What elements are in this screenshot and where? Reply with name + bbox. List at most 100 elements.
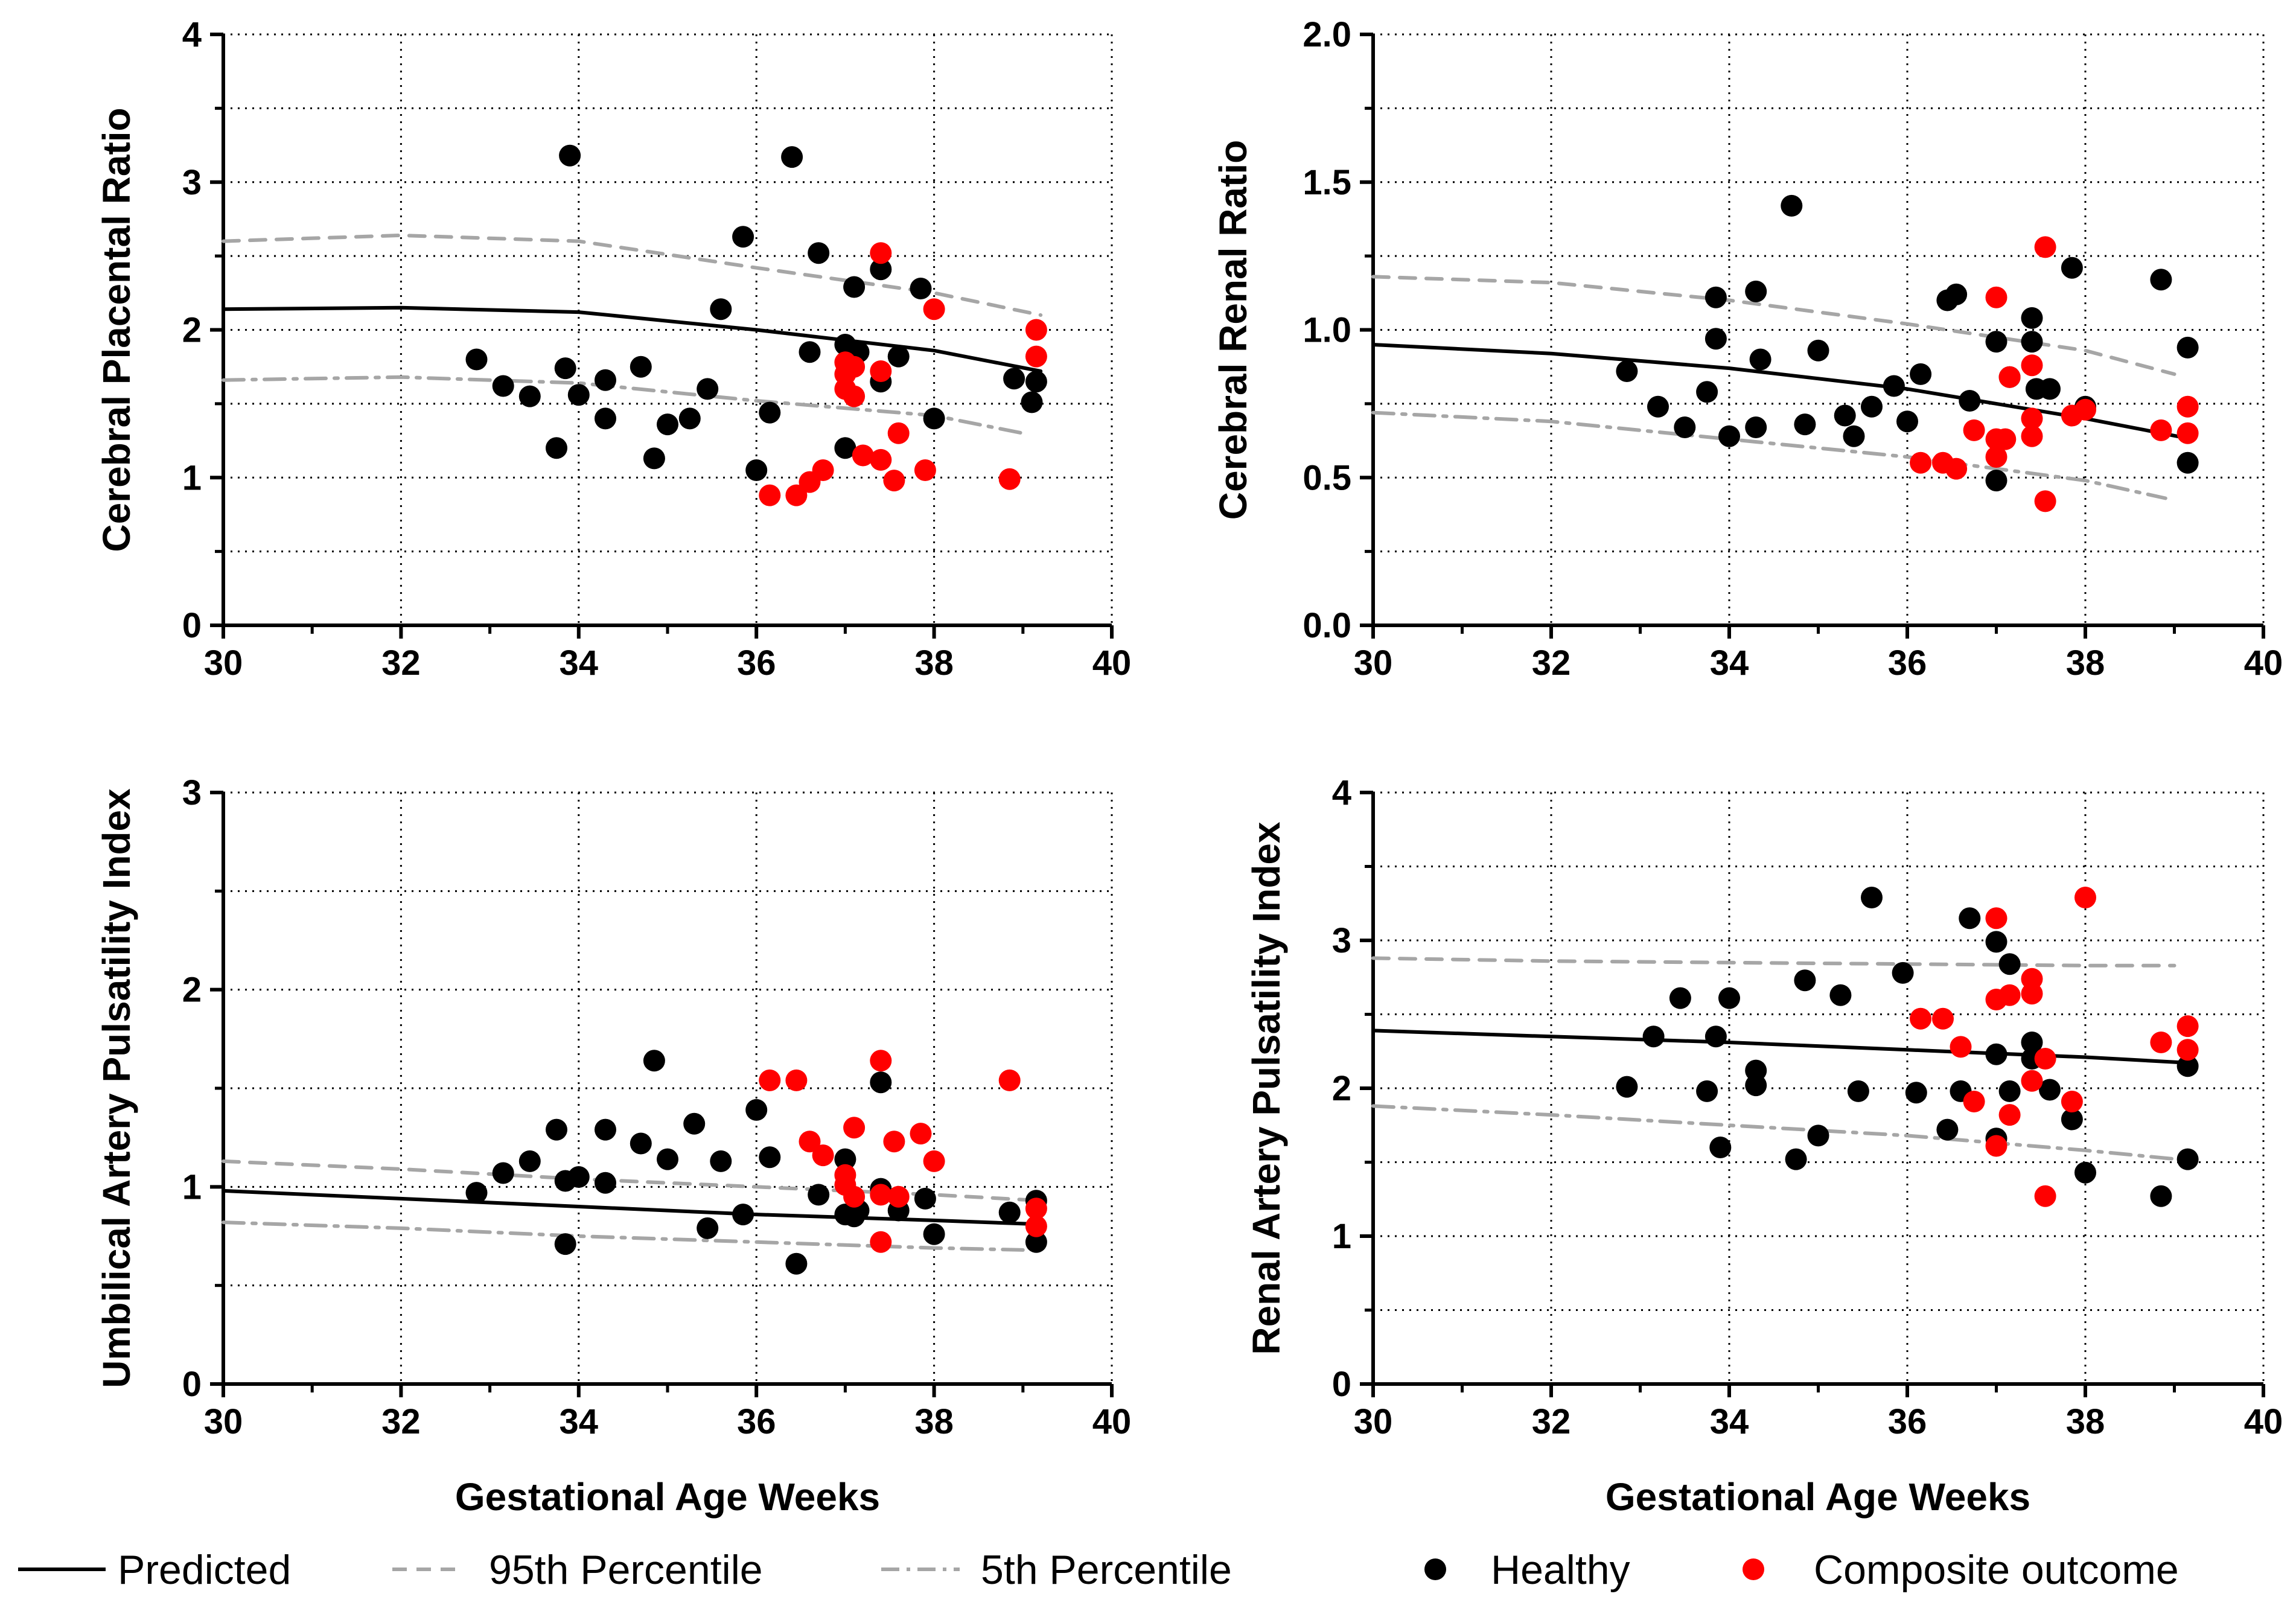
data-point (1794, 969, 1816, 992)
legend-item-p95: 95th Percentile (392, 1547, 763, 1593)
data-point (1829, 984, 1852, 1006)
data-point (2074, 1161, 2096, 1184)
data-point (1709, 1137, 1732, 1158)
data-point (2039, 1079, 2061, 1101)
x-axis-label: Gestational Age Weeks (1606, 1475, 2030, 1519)
data-point (657, 1148, 678, 1170)
data-point (1883, 375, 1905, 397)
x-tick-label: 32 (381, 643, 421, 683)
data-point (1896, 410, 1918, 433)
data-point (1807, 339, 1829, 362)
grid (1373, 791, 2265, 1384)
data-point (518, 385, 541, 407)
data-point (1910, 451, 1932, 474)
data-point (2021, 331, 2043, 353)
data-point (759, 1069, 781, 1091)
x-tick-label: 38 (914, 643, 954, 683)
data-point (559, 144, 581, 167)
x-tick-label: 36 (1888, 1402, 1927, 1441)
y-tick-label: 3 (182, 773, 202, 812)
y-tick-label: 1 (1332, 1217, 1351, 1256)
data-point (1021, 391, 1043, 413)
data-point (2176, 422, 2199, 444)
data-point (834, 351, 856, 374)
legend-marker (1424, 1558, 1446, 1580)
data-point (1861, 887, 1883, 908)
composite-outcome-series (759, 242, 1047, 506)
data-point (643, 1050, 665, 1072)
data-point (2061, 1108, 2083, 1131)
data-point (1704, 286, 1727, 308)
data-point (1861, 395, 1883, 418)
y-tick-label: 4 (182, 15, 202, 54)
data-point (1959, 907, 1981, 930)
data-point (1945, 283, 1968, 305)
data-point (1998, 1080, 2021, 1102)
y-tick-label: 2 (182, 971, 202, 1010)
y-tick-label: 4 (1332, 773, 1351, 812)
healthy-series (465, 1050, 1047, 1275)
data-point (1025, 1231, 1047, 1253)
x-axis-label: Gestational Age Weeks (455, 1475, 880, 1519)
data-point (2021, 1070, 2043, 1092)
data-point (1718, 987, 1740, 1009)
data-point (710, 1150, 732, 1172)
data-point (1745, 416, 1767, 438)
data-point (2074, 887, 2096, 908)
data-point (2034, 1185, 2056, 1207)
data-point (643, 447, 665, 470)
y-tick-label: 3 (1332, 921, 1351, 960)
data-point (2061, 404, 2083, 427)
data-point (870, 1184, 892, 1206)
x-tick-label: 38 (2066, 1402, 2105, 1441)
data-point (546, 1118, 567, 1141)
data-point (2176, 1039, 2199, 1061)
data-point (843, 1117, 866, 1139)
data-point (1963, 1091, 1985, 1112)
data-point (1025, 345, 1047, 368)
data-point (1025, 1215, 1047, 1237)
y-tick-label: 0 (182, 606, 202, 645)
x-tick-label: 38 (2066, 643, 2105, 683)
data-point (1910, 1007, 1932, 1030)
data-point (492, 375, 514, 397)
data-point (870, 360, 892, 382)
y-axis-label: Cerebral Renal Ratio (1211, 140, 1255, 520)
data-point (1847, 1080, 1869, 1102)
data-point (465, 1182, 488, 1204)
data-point (595, 407, 616, 430)
data-point (2034, 490, 2056, 512)
data-point (732, 1204, 754, 1226)
data-point (2061, 1091, 2083, 1112)
data-point (843, 276, 866, 298)
data-point (843, 1185, 866, 1208)
healthy-series (465, 144, 1047, 481)
data-point (759, 1146, 781, 1169)
data-point (808, 1184, 830, 1206)
data-point (998, 1201, 1021, 1223)
data-point (799, 341, 821, 363)
y-axis-label: Umbilical Artery Pulsatility Index (95, 788, 138, 1388)
data-point (1696, 1080, 1718, 1102)
data-point (2150, 419, 2172, 441)
data-point (870, 242, 892, 264)
p95-curve (1371, 275, 2176, 376)
data-point (1985, 1135, 2007, 1157)
x-tick-label: 38 (914, 1402, 954, 1441)
data-point (843, 385, 866, 407)
legend-item-composite: Composite outcome (1743, 1547, 2179, 1593)
data-point (1985, 931, 2007, 953)
data-point (1616, 1076, 1638, 1098)
data-point (781, 146, 803, 168)
data-point (710, 298, 732, 321)
data-point (697, 1217, 719, 1239)
data-point (2176, 1015, 2199, 1038)
p5-curve (1371, 1104, 2194, 1163)
p5-curve (222, 1220, 1025, 1252)
legend-item-healthy: Healthy (1424, 1547, 1630, 1593)
data-point (1998, 953, 2021, 975)
data-point (2150, 1185, 2172, 1207)
legend-label: Healthy (1491, 1547, 1630, 1593)
legend-marker (1743, 1558, 1764, 1580)
y-tick-label: 2.0 (1303, 15, 1351, 54)
